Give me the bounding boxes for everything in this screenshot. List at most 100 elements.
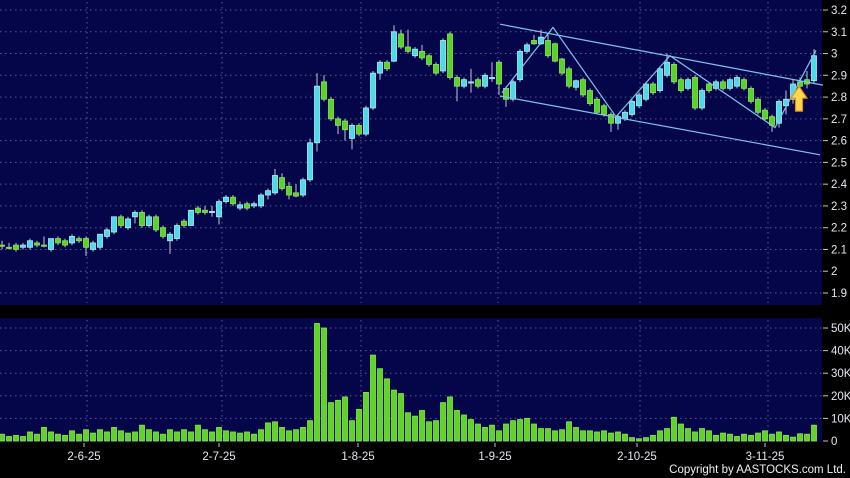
candle-up bbox=[258, 194, 264, 207]
candle-down bbox=[160, 227, 166, 237]
price-axis-label: 2.3 bbox=[831, 201, 847, 213]
candle-down bbox=[356, 124, 362, 135]
volume-bar bbox=[643, 437, 649, 442]
volume-bar bbox=[419, 410, 425, 442]
candle-up bbox=[685, 79, 691, 89]
volume-bar bbox=[20, 436, 26, 442]
candle-up bbox=[272, 175, 278, 194]
candle-up bbox=[237, 204, 243, 209]
volume-bar bbox=[601, 430, 607, 442]
volume-bar bbox=[440, 402, 446, 442]
price-panel bbox=[0, 0, 822, 305]
volume-bar bbox=[657, 430, 663, 442]
volume-bar bbox=[545, 428, 551, 442]
volume-bar bbox=[517, 419, 523, 442]
volume-bar bbox=[139, 424, 145, 442]
candle-down bbox=[244, 203, 250, 209]
candlesticks bbox=[0, 25, 817, 256]
volume-bar bbox=[349, 420, 355, 442]
candle-down bbox=[139, 212, 145, 226]
candle-up bbox=[377, 61, 383, 74]
volume-bar bbox=[475, 423, 481, 442]
volume-bar bbox=[433, 420, 439, 442]
volume-bar bbox=[776, 431, 782, 442]
volume-bar bbox=[272, 421, 278, 442]
volume-bar bbox=[27, 431, 33, 442]
price-axis-label: 2.5 bbox=[831, 157, 847, 169]
candle-down bbox=[678, 79, 684, 91]
volume-bar bbox=[258, 429, 264, 442]
volume-bar bbox=[69, 430, 75, 442]
up-arrow-icon bbox=[789, 85, 809, 112]
candle-up bbox=[727, 79, 733, 89]
price-axis-label: 2.7 bbox=[831, 114, 847, 126]
volume-bar bbox=[692, 431, 698, 442]
candle-up bbox=[776, 101, 782, 124]
volume-bar bbox=[356, 408, 362, 442]
date-axis-label: 2-7-25 bbox=[202, 451, 235, 463]
candle-up bbox=[636, 94, 642, 107]
candle-down bbox=[426, 55, 432, 65]
volume-axis-label: 50K bbox=[831, 323, 850, 335]
candle-up bbox=[412, 48, 418, 57]
volume-axis-label: 0 bbox=[831, 436, 837, 448]
price-axis-label: 2.8 bbox=[831, 92, 847, 104]
candle-down bbox=[55, 238, 61, 244]
volume-bar bbox=[342, 396, 348, 442]
candle-down bbox=[447, 33, 453, 78]
volume-bar bbox=[594, 431, 600, 442]
volume-bar bbox=[307, 420, 313, 442]
candle-down bbox=[181, 220, 187, 226]
volume-bar bbox=[209, 431, 215, 442]
volume-bar bbox=[244, 431, 250, 442]
volume-axis-label: 20K bbox=[831, 391, 850, 403]
volume-bar bbox=[426, 421, 432, 442]
candle-down bbox=[419, 50, 425, 59]
date-axis-label: 3-11-25 bbox=[746, 451, 785, 463]
candle-down bbox=[748, 87, 754, 102]
candle-up bbox=[391, 31, 397, 62]
volume-bar bbox=[13, 434, 19, 442]
volume-bar bbox=[741, 433, 747, 442]
volume-bar bbox=[608, 432, 614, 442]
candle-up bbox=[524, 44, 530, 52]
candle-down bbox=[153, 216, 159, 231]
volume-bar bbox=[524, 417, 530, 442]
candle-down bbox=[328, 98, 334, 120]
candle-down bbox=[587, 90, 593, 105]
candle-down bbox=[41, 244, 47, 247]
volume-bar bbox=[489, 424, 495, 442]
volume-bar bbox=[510, 420, 516, 442]
price-axis-label: 3.1 bbox=[831, 27, 847, 39]
candle-down bbox=[6, 246, 12, 249]
candle-down bbox=[566, 68, 572, 87]
candle-up bbox=[349, 124, 355, 139]
volume-bar bbox=[286, 430, 292, 442]
candle-up bbox=[69, 235, 75, 244]
volume-bar bbox=[615, 431, 621, 442]
volume-bar bbox=[321, 327, 327, 442]
candle-down bbox=[692, 77, 698, 109]
upper-channel-line bbox=[499, 23, 824, 86]
volume-bar bbox=[6, 436, 12, 442]
volume-bar bbox=[265, 422, 271, 442]
candle-down bbox=[755, 98, 761, 113]
candle-up bbox=[132, 212, 138, 218]
candle-down bbox=[496, 61, 502, 85]
volume-bar bbox=[720, 432, 726, 442]
volume-bar bbox=[335, 399, 341, 442]
candle-up bbox=[146, 216, 152, 226]
price-axis-label: 2.6 bbox=[831, 136, 847, 148]
volume-bar bbox=[573, 427, 579, 442]
volume-bar bbox=[762, 430, 768, 442]
candle-down bbox=[202, 209, 208, 213]
candle-up bbox=[104, 229, 110, 237]
candle-up bbox=[489, 77, 495, 80]
volume-bar bbox=[398, 393, 404, 442]
candle-down bbox=[335, 118, 341, 126]
volume-bar bbox=[377, 368, 383, 442]
candle-down bbox=[405, 46, 411, 52]
volume-bar bbox=[279, 427, 285, 442]
candle-down bbox=[454, 77, 460, 87]
